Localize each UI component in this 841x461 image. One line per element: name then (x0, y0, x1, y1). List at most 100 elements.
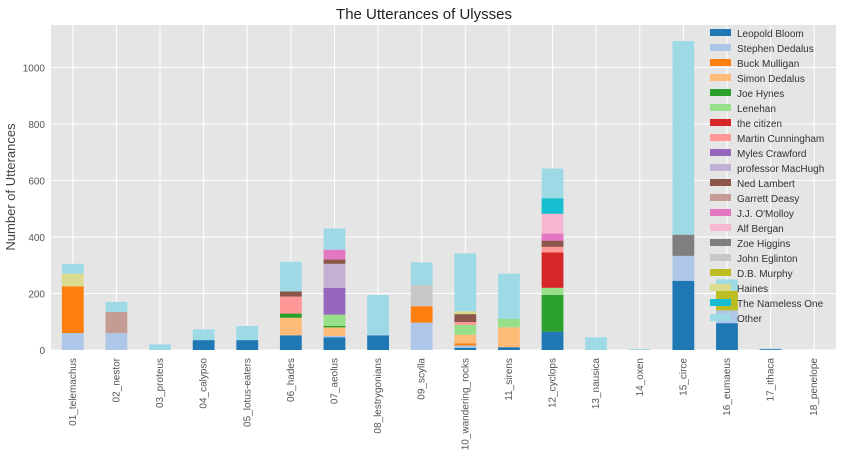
legend-swatch (710, 29, 731, 36)
bar-segment (61, 263, 84, 274)
y-tick-label: 1000 (23, 63, 46, 74)
legend-label: Martin Cunningham (737, 134, 824, 145)
bar-segment (105, 301, 128, 312)
bar-segment (541, 246, 564, 253)
legend-label: the citizen (737, 119, 782, 130)
legend-swatch (710, 119, 731, 126)
bar-segment (541, 331, 564, 350)
x-tick-label: 09_scylla (417, 358, 428, 400)
bar-segment (410, 306, 433, 323)
x-tick-label: 18_penelope (809, 358, 820, 416)
bar-segment (279, 261, 302, 292)
x-tick-label: 10_wandering_rocks (460, 358, 471, 450)
bar-segment (61, 333, 84, 350)
x-tick-label: 01_telemachus (68, 358, 79, 426)
bar-segment (454, 314, 477, 323)
legend-swatch (710, 149, 731, 156)
bar-segment (149, 344, 171, 350)
bar-segment (454, 311, 477, 315)
bar-segment (498, 327, 520, 348)
bar-segment (541, 294, 564, 332)
x-tick-label: 07_aeolus (329, 358, 340, 404)
legend-label: The Nameless One (737, 299, 824, 310)
bars (61, 41, 782, 350)
x-tick-label: 15_circe (678, 358, 689, 396)
legend-label: Joe Hynes (737, 89, 784, 100)
x-tick-label: 14_oxen (635, 358, 646, 396)
bar-segment (323, 314, 346, 326)
bar-segment (279, 317, 302, 336)
bar-segment (279, 335, 302, 350)
legend-swatch (710, 89, 731, 96)
bar-segment (541, 240, 564, 247)
bar-segment (672, 255, 695, 281)
bar-segment (323, 335, 346, 338)
bar-segment (454, 324, 477, 335)
y-axis-label: Number of Utterances (3, 123, 18, 251)
bar-segment (716, 323, 738, 350)
bar-segment (410, 262, 433, 285)
legend-label: John Eglinton (737, 254, 798, 265)
bar-segment (541, 213, 564, 234)
bar-segment (323, 337, 346, 350)
x-tick-label: 13_nausica (591, 358, 602, 410)
bar-segment (61, 286, 84, 334)
bar-segment (498, 273, 520, 319)
bar-segment (323, 263, 346, 288)
y-tick-label: 200 (28, 289, 45, 300)
legend-swatch (710, 164, 731, 171)
legend-swatch (710, 314, 731, 321)
legend-swatch (710, 179, 731, 186)
legend-label: Leopold Bloom (737, 29, 804, 40)
x-tick-label: 06_hades (286, 358, 297, 402)
y-tick-label: 800 (28, 120, 45, 131)
y-tick-label: 400 (28, 233, 45, 244)
legend-swatch (710, 134, 731, 141)
bar-segment (759, 348, 782, 350)
legend-label: Simon Dedalus (737, 74, 805, 85)
bar-segment (672, 234, 695, 256)
legend-swatch (710, 239, 731, 246)
bar-segment (323, 259, 346, 264)
bar-segment (454, 322, 477, 325)
bar-segment (323, 325, 346, 328)
legend-label: Garrett Deasy (737, 194, 799, 205)
x-tick-label: 08_lestrygonians (373, 358, 384, 434)
bar-segment (236, 325, 259, 341)
bar-segment (585, 337, 608, 350)
chart-title: The Utterances of Ulysses (336, 6, 512, 23)
bar-segment (279, 313, 302, 318)
legend-swatch (710, 104, 731, 111)
bar-segment (105, 333, 128, 350)
legend-swatch (710, 299, 731, 306)
plot-area (51, 25, 836, 350)
x-tick-label: 05_lotus-eaters (242, 358, 253, 427)
legend-label: professor MacHugh (737, 164, 824, 175)
bar-segment (367, 294, 389, 336)
y-tick-label: 0 (39, 346, 45, 357)
bar-segment (192, 340, 215, 350)
bar-segment (454, 345, 477, 348)
legend-swatch (710, 284, 731, 291)
bar-segment (672, 41, 695, 235)
x-tick-label: 16_eumaeus (722, 358, 733, 416)
legend-label: Buck Mulligan (737, 59, 799, 70)
legend-swatch (710, 254, 731, 261)
legend-swatch (710, 44, 731, 51)
bar-segment (628, 349, 651, 350)
x-tick-label: 17_ithaca (766, 358, 777, 402)
bar-segment (410, 285, 433, 307)
bar-segment (323, 249, 346, 260)
x-tick-label: 02_nestor (111, 357, 122, 402)
legend-label: Haines (737, 284, 768, 295)
bar-segment (454, 347, 477, 350)
legend-label: Myles Crawford (737, 149, 806, 160)
legend-swatch (710, 194, 731, 201)
legend-swatch (710, 209, 731, 216)
legend-label: D.B. Murphy (737, 269, 793, 280)
bar-segment (323, 327, 346, 336)
bar-segment (323, 228, 346, 250)
legend-label: Alf Bergan (737, 224, 784, 235)
